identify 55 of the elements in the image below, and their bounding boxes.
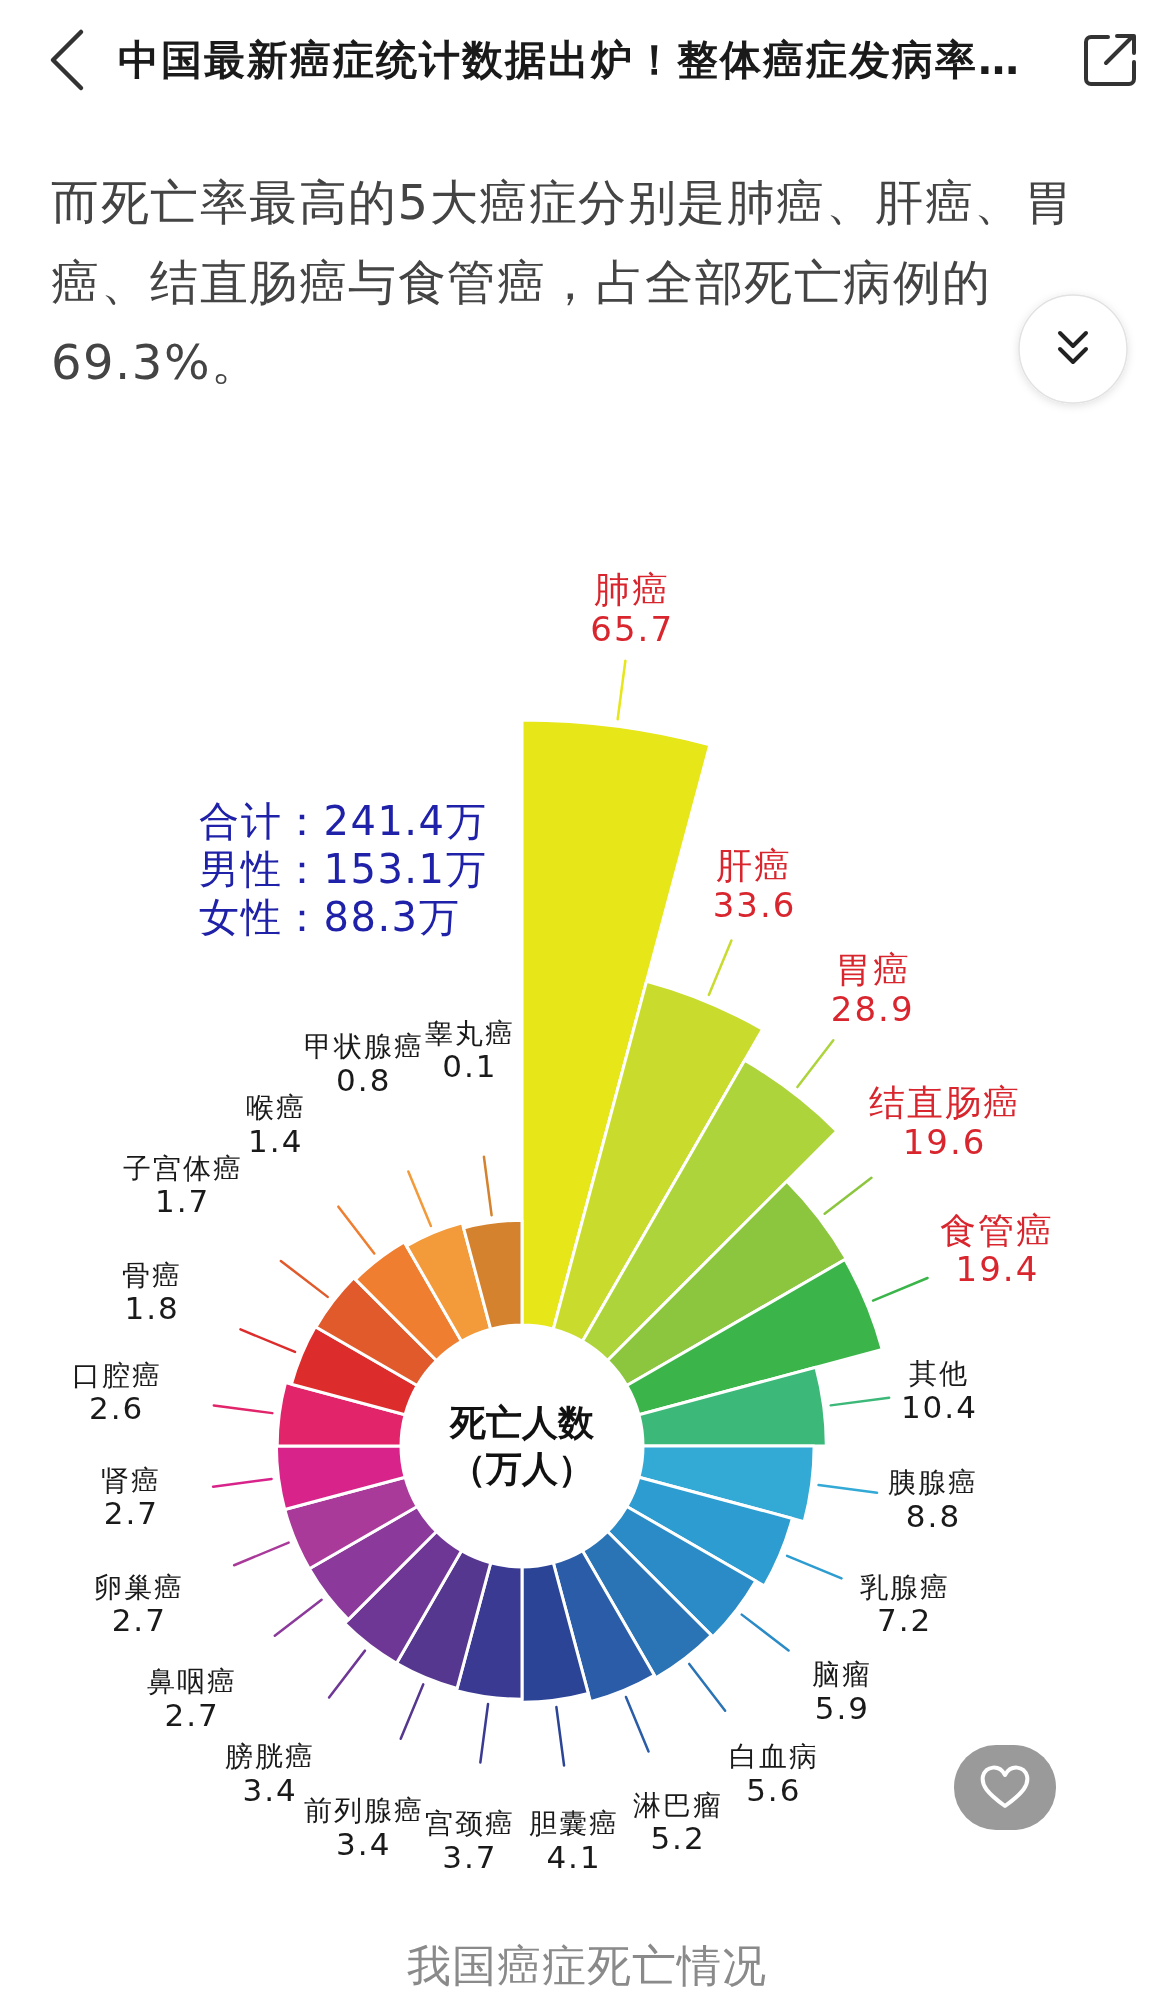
category-label: 淋巴瘤 [633,1788,724,1822]
text: 我国癌症死亡情况 [407,1939,767,1991]
text: 死亡人数（万人） [448,1401,595,1491]
category-label: 卵巢癌 [94,1570,185,1604]
category-label: 子宫体癌 [122,1151,243,1185]
data-label: 19.6 [902,1121,987,1162]
data-label: 33.6 [712,884,797,925]
data-label: 1.8 [124,1290,180,1327]
data-label: 3.7 [442,1838,498,1875]
category-label: 骨癌 [122,1258,183,1292]
text: 女性：88.3万 [199,894,461,940]
category-label: 胆囊癌 [529,1807,620,1841]
category-label: 肝癌 [716,845,793,887]
category-label: 乳腺癌 [859,1570,950,1604]
category-label: 口腔癌 [71,1358,162,1392]
data-label: 3.4 [336,1825,392,1862]
category-label: 结直肠癌 [868,1082,1021,1124]
category-label: 睾丸癌 [424,1016,515,1050]
data-label: 7.2 [877,1602,933,1639]
data-label: 3.4 [242,1771,298,1808]
category-label: 其他 [909,1357,970,1391]
category-label: 前列腺癌 [303,1794,424,1828]
data-label: 0.8 [336,1061,392,1098]
data-label: 2.7 [164,1696,220,1733]
category-label: 膀胱癌 [225,1740,316,1774]
text: 男性：153.1万 [199,846,488,892]
category-label: 肺癌 [594,569,671,611]
category-label: 肾癌 [101,1463,162,1497]
category-label: 鼻咽癌 [147,1665,238,1699]
data-label: 19.4 [955,1249,1040,1290]
category-label: 胃癌 [834,949,911,991]
data-label: 2.7 [111,1602,167,1639]
text: 合计：241.4万 [199,798,488,844]
data-label: 1.7 [155,1183,211,1220]
data-label: 8.8 [905,1497,962,1534]
text: 中国最新癌症统计数据出炉！整体癌症发病率… [118,36,1021,84]
category-label: 喉癌 [245,1091,306,1125]
data-label: 1.4 [248,1122,304,1159]
data-label: 0.1 [442,1048,498,1085]
data-label: 10.4 [900,1388,978,1425]
data-label: 2.7 [103,1495,159,1532]
data-label: 28.9 [830,989,915,1030]
category-label: 胰腺癌 [888,1466,979,1500]
category-label: 白血病 [728,1740,819,1774]
data-label: 5.2 [650,1820,706,1857]
text: 而死亡率最高的5大癌症分别是肺癌、肝癌、胃癌、结直肠癌与食管癌，占全部死亡病例的69.3%。 [51,173,1075,392]
category-label: 脑瘤 [812,1658,873,1692]
data-label: 5.6 [746,1771,802,1808]
data-label: 65.7 [590,609,675,650]
category-label: 食管癌 [940,1209,1055,1251]
data-label: 4.1 [546,1838,602,1875]
data-label: 2.6 [88,1390,145,1427]
data-label: 5.9 [814,1689,871,1726]
category-label: 甲状腺癌 [303,1030,424,1064]
category-label: 宫颈癌 [424,1807,515,1841]
